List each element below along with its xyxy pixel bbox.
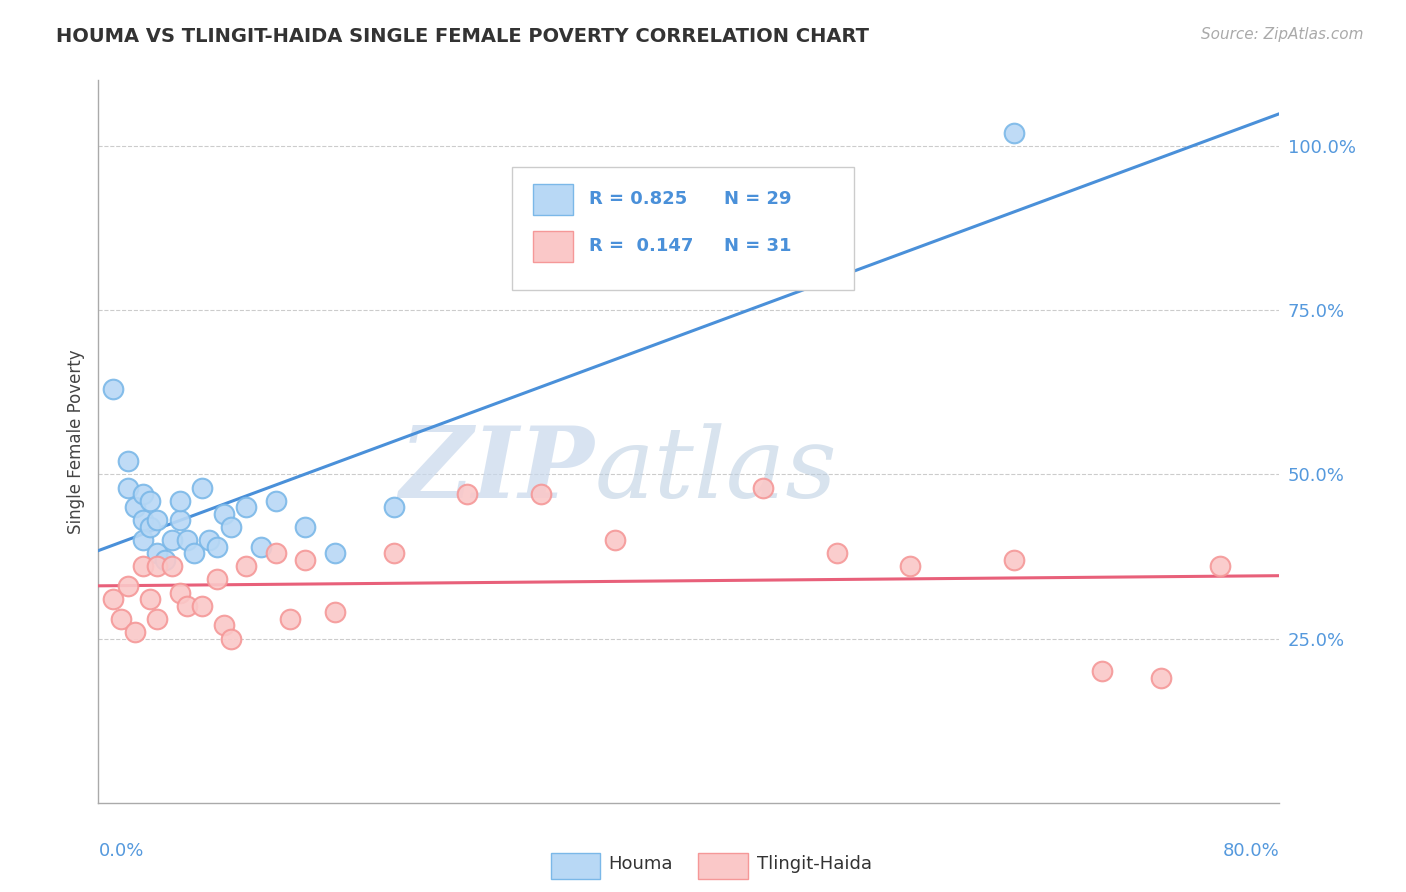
FancyBboxPatch shape	[699, 853, 748, 879]
Point	[221, 520, 243, 534]
Point	[212, 507, 235, 521]
Point	[117, 579, 139, 593]
Point	[1150, 671, 1173, 685]
Point	[169, 513, 191, 527]
Point	[205, 540, 228, 554]
Text: atlas: atlas	[595, 423, 837, 518]
Point	[221, 632, 243, 646]
Point	[382, 546, 405, 560]
Point	[162, 559, 183, 574]
Point	[900, 559, 922, 574]
Point	[124, 625, 146, 640]
Point	[139, 592, 162, 607]
Point	[117, 454, 139, 468]
Point	[103, 382, 125, 396]
Point	[264, 493, 287, 508]
Text: R = 0.825: R = 0.825	[589, 191, 686, 209]
Point	[752, 481, 775, 495]
Point	[1091, 665, 1114, 679]
Point	[176, 533, 198, 547]
FancyBboxPatch shape	[551, 853, 600, 879]
Text: Tlingit-Haida: Tlingit-Haida	[758, 855, 873, 873]
Point	[124, 500, 146, 515]
Point	[139, 493, 162, 508]
Point	[183, 546, 205, 560]
Point	[457, 487, 479, 501]
Text: HOUMA VS TLINGIT-HAIDA SINGLE FEMALE POVERTY CORRELATION CHART: HOUMA VS TLINGIT-HAIDA SINGLE FEMALE POV…	[56, 27, 869, 45]
FancyBboxPatch shape	[512, 167, 855, 290]
Point	[250, 540, 273, 554]
Point	[169, 585, 191, 599]
Text: N = 31: N = 31	[724, 237, 792, 255]
Point	[132, 533, 155, 547]
Text: 0.0%: 0.0%	[98, 842, 143, 860]
Point	[132, 487, 155, 501]
Text: Source: ZipAtlas.com: Source: ZipAtlas.com	[1201, 27, 1364, 42]
Point	[153, 553, 176, 567]
Y-axis label: Single Female Poverty: Single Female Poverty	[66, 350, 84, 533]
Point	[110, 612, 132, 626]
Point	[1002, 553, 1025, 567]
Point	[294, 520, 316, 534]
Point	[825, 546, 848, 560]
Point	[323, 605, 346, 619]
Point	[117, 481, 139, 495]
Point	[146, 612, 169, 626]
Point	[382, 500, 405, 515]
Point	[1002, 126, 1025, 140]
Point	[530, 487, 553, 501]
Text: ZIP: ZIP	[399, 422, 595, 518]
Point	[162, 533, 183, 547]
Point	[198, 533, 221, 547]
Point	[235, 559, 257, 574]
Point	[212, 618, 235, 632]
Point	[146, 546, 169, 560]
Text: Houma: Houma	[609, 855, 673, 873]
Point	[1209, 559, 1232, 574]
Point	[132, 513, 155, 527]
Text: 80.0%: 80.0%	[1223, 842, 1279, 860]
Point	[146, 559, 169, 574]
FancyBboxPatch shape	[533, 230, 574, 262]
Point	[605, 533, 627, 547]
Point	[139, 520, 162, 534]
Point	[264, 546, 287, 560]
Point	[146, 513, 169, 527]
Point	[205, 573, 228, 587]
Point	[280, 612, 302, 626]
Text: R =  0.147: R = 0.147	[589, 237, 693, 255]
Point	[191, 599, 214, 613]
Point	[235, 500, 257, 515]
Point	[294, 553, 316, 567]
Point	[103, 592, 125, 607]
Point	[176, 599, 198, 613]
Point	[132, 559, 155, 574]
FancyBboxPatch shape	[533, 184, 574, 215]
Point	[323, 546, 346, 560]
Point	[191, 481, 214, 495]
Text: N = 29: N = 29	[724, 191, 792, 209]
Point	[169, 493, 191, 508]
